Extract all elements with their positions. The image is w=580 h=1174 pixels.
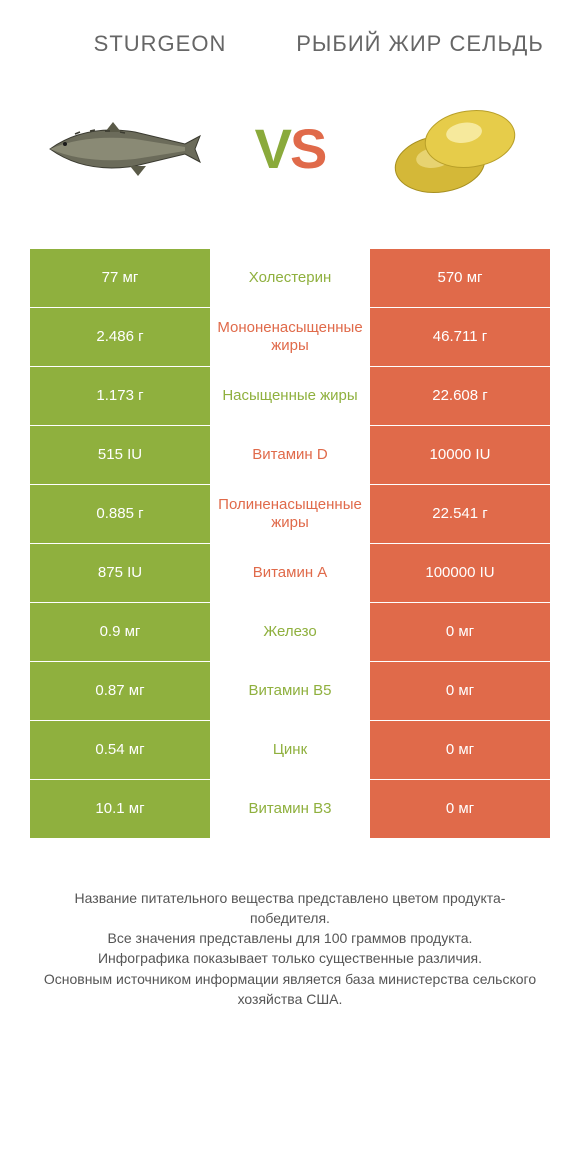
vs-label: VS: [255, 116, 326, 181]
sturgeon-icon: [45, 114, 205, 184]
table-row: 2.486 гМононенасыщенные жиры46.711 г: [30, 308, 550, 367]
vs-s: S: [290, 117, 325, 180]
right-value-cell: 0 мг: [370, 662, 550, 720]
right-value-cell: 0 мг: [370, 721, 550, 779]
right-value-cell: 0 мг: [370, 780, 550, 838]
right-value-cell: 22.541 г: [370, 485, 550, 543]
left-value-cell: 0.885 г: [30, 485, 210, 543]
left-value-cell: 2.486 г: [30, 308, 210, 366]
nutrient-label-cell: Витамин B3: [210, 780, 370, 838]
footer-notes: Название питательного вещества представл…: [30, 888, 550, 1010]
nutrient-label-cell: Витамин A: [210, 544, 370, 602]
nutrient-label-cell: Цинк: [210, 721, 370, 779]
nutrient-label-cell: Витамин B5: [210, 662, 370, 720]
vs-v: V: [255, 117, 290, 180]
left-value-cell: 0.9 мг: [30, 603, 210, 661]
left-value-cell: 0.87 мг: [30, 662, 210, 720]
comparison-table: 77 мгХолестерин570 мг2.486 гМононенасыще…: [30, 249, 550, 838]
images-row: VS: [30, 89, 550, 209]
footer-line: Название питательного вещества представл…: [40, 888, 540, 929]
table-row: 1.173 гНасыщенные жиры22.608 г: [30, 367, 550, 426]
table-row: 77 мгХолестерин570 мг: [30, 249, 550, 308]
table-row: 0.87 мгВитамин B50 мг: [30, 662, 550, 721]
right-value-cell: 0 мг: [370, 603, 550, 661]
left-value-cell: 0.54 мг: [30, 721, 210, 779]
right-value-cell: 46.711 г: [370, 308, 550, 366]
footer-line: Все значения представлены для 100 граммо…: [40, 928, 540, 948]
footer-line: Основным источником информации является …: [40, 969, 540, 1010]
right-product-title: РЫБИЙ ЖИР СЕЛЬДЬ: [290, 30, 550, 59]
right-value-cell: 100000 IU: [370, 544, 550, 602]
table-row: 10.1 мгВитамин B30 мг: [30, 780, 550, 838]
right-value-cell: 570 мг: [370, 249, 550, 307]
infographic-container: STURGEON РЫБИЙ ЖИР СЕЛЬДЬ VS: [0, 0, 580, 1029]
nutrient-label-cell: Витамин D: [210, 426, 370, 484]
right-product-image: [370, 89, 540, 209]
table-row: 0.54 мгЦинк0 мг: [30, 721, 550, 780]
table-row: 515 IUВитамин D10000 IU: [30, 426, 550, 485]
right-value-cell: 10000 IU: [370, 426, 550, 484]
nutrient-label-cell: Железо: [210, 603, 370, 661]
fish-oil-capsule-icon: [380, 89, 530, 209]
table-row: 0.9 мгЖелезо0 мг: [30, 603, 550, 662]
left-value-cell: 1.173 г: [30, 367, 210, 425]
nutrient-label-cell: Полиненасыщенные жиры: [210, 485, 370, 543]
header-row: STURGEON РЫБИЙ ЖИР СЕЛЬДЬ: [30, 30, 550, 59]
table-row: 875 IUВитамин A100000 IU: [30, 544, 550, 603]
left-value-cell: 77 мг: [30, 249, 210, 307]
left-product-image: [40, 89, 210, 209]
table-row: 0.885 гПолиненасыщенные жиры22.541 г: [30, 485, 550, 544]
footer-line: Инфографика показывает только существенн…: [40, 948, 540, 968]
nutrient-label-cell: Холестерин: [210, 249, 370, 307]
left-value-cell: 875 IU: [30, 544, 210, 602]
right-value-cell: 22.608 г: [370, 367, 550, 425]
nutrient-label-cell: Мононенасыщенные жиры: [210, 308, 370, 366]
nutrient-label-cell: Насыщенные жиры: [210, 367, 370, 425]
left-value-cell: 515 IU: [30, 426, 210, 484]
left-product-title: STURGEON: [30, 30, 290, 59]
left-value-cell: 10.1 мг: [30, 780, 210, 838]
